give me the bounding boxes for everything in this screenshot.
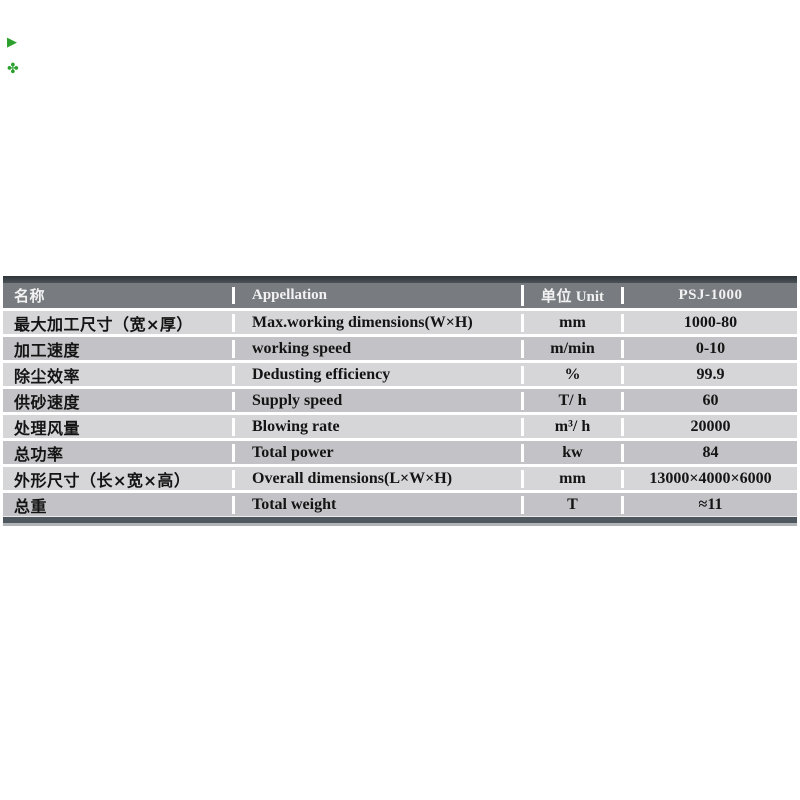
spec-name-cell: 加工速度 <box>14 340 81 360</box>
header-unit-en: Unit <box>575 289 605 305</box>
appellation-cell: Dedusting efficiency <box>232 365 521 384</box>
spec-name-cell: 总重 <box>14 496 48 516</box>
header-model: PSJ-1000 <box>621 287 797 304</box>
green-clover-mark: ✤ <box>7 61 19 77</box>
table-row: 处理风量 Blowing rate m³/ h 20000 <box>3 412 797 438</box>
unit-cell: m³/ h <box>521 417 621 436</box>
table-row: 外形尺寸（长×宽×高） Overall dimensions(L×W×H) mm… <box>3 464 797 490</box>
header-name-cn: 名称 <box>14 287 46 305</box>
appellation-cell: Supply speed <box>232 391 521 410</box>
table-row: 总功率 Total power kw 84 <box>3 438 797 464</box>
appellation-cell: Total power <box>232 443 521 462</box>
unit-cell: % <box>521 365 621 384</box>
unit-cell: m/min <box>521 339 621 358</box>
header-unit: 单位 Unit <box>521 285 621 306</box>
appellation-cell: Overall dimensions(L×W×H) <box>232 469 521 488</box>
unit-cell: kw <box>521 443 621 462</box>
value-cell: 0-10 <box>621 339 797 358</box>
spec-name-cell: 供砂速度 <box>14 392 81 412</box>
header-appellation: Appellation <box>232 287 521 304</box>
table-header-row: 名称 Appellation 单位 Unit PSJ-1000 <box>3 283 797 308</box>
unit-cell: mm <box>521 469 621 488</box>
table-row: 供砂速度 Supply speed T/ h 60 <box>3 386 797 412</box>
spec-name-cell: 最大加工尺寸（宽×厚） <box>14 314 193 334</box>
table-row: 总重 Total weight T ≈11 <box>3 490 797 516</box>
table-bottom-edge <box>3 523 797 526</box>
unit-cell: mm <box>521 313 621 332</box>
value-cell: 99.9 <box>621 365 797 384</box>
unit-cell: T/ h <box>521 391 621 410</box>
appellation-cell: Total weight <box>232 495 521 514</box>
value-cell: 20000 <box>621 417 797 436</box>
appellation-cell: Max.working dimensions(W×H) <box>232 313 521 332</box>
unit-cell: T <box>521 495 621 514</box>
value-cell: 84 <box>621 443 797 462</box>
appellation-cell: working speed <box>232 339 521 358</box>
table-row: 最大加工尺寸（宽×厚） Max.working dimensions(W×H) … <box>3 308 797 334</box>
table-body: 最大加工尺寸（宽×厚） Max.working dimensions(W×H) … <box>3 308 797 516</box>
value-cell: 1000-80 <box>621 313 797 332</box>
header-unit-cn: 单位 <box>540 287 572 305</box>
table-row: 除尘效率 Dedusting efficiency % 99.9 <box>3 360 797 386</box>
spec-name-cell: 外形尺寸（长×宽×高） <box>14 470 191 490</box>
spec-table: 名称 Appellation 单位 Unit PSJ-1000 最大加工尺寸（宽… <box>3 276 797 526</box>
appellation-cell: Blowing rate <box>232 417 521 436</box>
table-row: 加工速度 working speed m/min 0-10 <box>3 334 797 360</box>
table-top-border <box>3 276 797 283</box>
spec-name-cell: 除尘效率 <box>14 366 81 386</box>
green-triangle-mark: ▶ <box>7 35 17 50</box>
value-cell: 60 <box>621 391 797 410</box>
spec-name-cell: 处理风量 <box>14 418 81 438</box>
table-bottom-border <box>3 516 797 523</box>
value-cell: 13000×4000×6000 <box>621 469 797 488</box>
value-cell: ≈11 <box>621 495 797 514</box>
spec-name-cell: 总功率 <box>14 444 64 464</box>
